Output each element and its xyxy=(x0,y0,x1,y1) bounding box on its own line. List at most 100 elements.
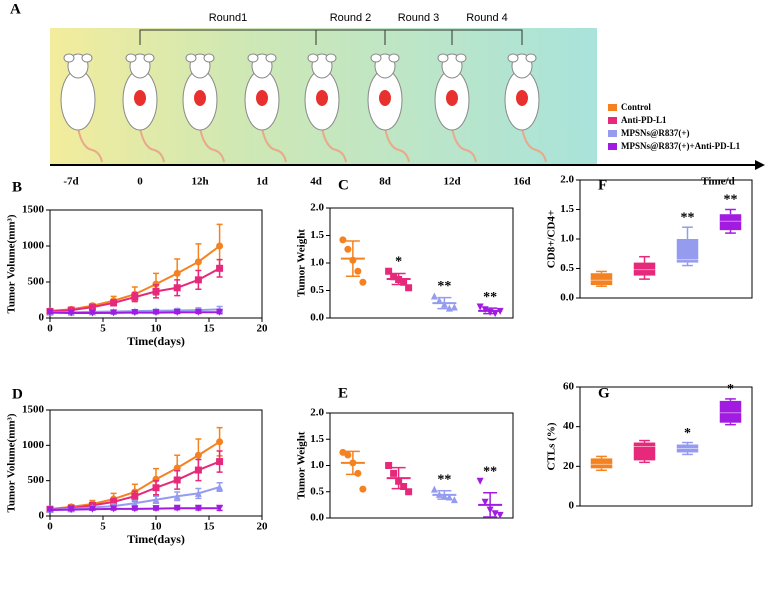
timeline-label: 1d xyxy=(256,176,268,188)
data-point xyxy=(88,505,96,513)
y-axis-label: CTLs (%) xyxy=(546,422,558,470)
legend-label: Anti-PD-L1 xyxy=(621,115,667,125)
y-tick-label: 0.0 xyxy=(310,312,324,324)
data-point xyxy=(173,504,181,512)
y-tick-label: 500 xyxy=(28,474,45,486)
panel-label: C xyxy=(338,177,349,193)
y-axis-label: Tumor Weight xyxy=(296,431,308,499)
x-tick-label: 5 xyxy=(100,521,106,533)
data-point xyxy=(194,308,202,316)
mouse-tail xyxy=(199,127,225,163)
y-tick-label: 0 xyxy=(569,500,575,512)
data-point xyxy=(131,492,139,500)
x-tick-label: 0 xyxy=(47,323,53,335)
data-point xyxy=(110,309,118,317)
y-tick-label: 40 xyxy=(563,420,575,432)
y-tick-label: 0.5 xyxy=(310,485,324,497)
y-tick-label: 0 xyxy=(39,312,45,324)
panel-label: F xyxy=(598,177,607,193)
y-tick-label: 1.0 xyxy=(560,233,574,245)
mouse-ear xyxy=(307,53,319,63)
mouse-ear xyxy=(143,53,155,63)
data-point xyxy=(450,303,458,311)
y-axis-label: Tumor Volume(mm³) xyxy=(6,413,18,512)
y-tick-label: 0.0 xyxy=(310,512,324,524)
x-tick-label: 0 xyxy=(47,521,53,533)
y-tick-label: 1000 xyxy=(22,439,45,451)
data-point xyxy=(152,287,160,295)
data-point xyxy=(46,506,54,514)
data-point xyxy=(67,309,75,317)
tumor xyxy=(446,90,458,106)
timeline-label: 0 xyxy=(137,176,143,188)
legend-label: MPSNs@R837(+) xyxy=(621,128,690,138)
y-tick-label: 0 xyxy=(39,510,45,522)
data-point xyxy=(450,496,458,504)
round-label: Round1 xyxy=(209,12,248,24)
tumor xyxy=(134,90,146,106)
sd-bar xyxy=(345,240,360,277)
data-point xyxy=(354,469,362,477)
y-tick-label: 0.5 xyxy=(560,262,574,274)
data-point xyxy=(194,451,202,459)
x-tick-label: 15 xyxy=(204,521,216,533)
data-point xyxy=(194,489,202,497)
y-tick-label: 2.0 xyxy=(310,202,324,214)
x-tick-label: 10 xyxy=(151,323,163,335)
data-point xyxy=(216,504,224,512)
data-point xyxy=(88,309,96,317)
data-point xyxy=(385,462,393,469)
mouse-tail xyxy=(521,127,547,163)
timeline-label: -7d xyxy=(63,176,78,188)
box xyxy=(676,239,699,263)
y-axis-label: Tumor Weight xyxy=(296,229,308,297)
data-point xyxy=(385,267,393,275)
y-tick-label: 2.0 xyxy=(310,407,324,419)
data-point xyxy=(110,299,118,307)
data-point xyxy=(131,293,139,301)
sd-bar xyxy=(483,492,498,518)
y-tick-label: 1.5 xyxy=(310,229,324,241)
mouse-ear xyxy=(185,53,197,63)
y-tick-label: 1.0 xyxy=(310,459,324,471)
box xyxy=(590,458,613,469)
data-point xyxy=(430,485,438,493)
sd-bar xyxy=(483,307,498,315)
mouse-tail xyxy=(321,127,347,163)
box xyxy=(633,262,656,276)
y-tick-label: 500 xyxy=(28,276,45,288)
data-point xyxy=(194,466,202,474)
plot-frame xyxy=(579,386,753,507)
data-point xyxy=(359,485,367,493)
y-tick-label: 1500 xyxy=(22,404,45,416)
legend-swatch xyxy=(608,104,617,111)
mouse-tail xyxy=(451,127,477,163)
tumor xyxy=(379,90,391,106)
data-point xyxy=(400,278,408,286)
sd-bar xyxy=(345,450,360,476)
data-point xyxy=(390,273,398,281)
data-point xyxy=(476,303,484,311)
data-point xyxy=(173,492,181,500)
mouse-body xyxy=(60,69,96,131)
mouse-ear xyxy=(325,53,337,63)
y-tick-label: 2.0 xyxy=(560,174,574,186)
y-axis-label: CD8+/CD4+ xyxy=(546,210,558,268)
legend-label: Control xyxy=(621,102,651,112)
data-point xyxy=(344,245,352,253)
data-point xyxy=(131,499,139,507)
data-point xyxy=(152,505,160,513)
box xyxy=(719,400,742,423)
significance-mark: * xyxy=(684,426,691,441)
x-axis-label: Time(days) xyxy=(127,334,185,348)
sd-bar xyxy=(437,489,452,500)
data-point xyxy=(131,309,139,317)
data-point xyxy=(131,505,139,513)
panel-label: D xyxy=(12,386,23,402)
y-tick-label: 1.0 xyxy=(310,257,324,269)
panel-label: A xyxy=(10,1,21,17)
mouse-ear xyxy=(203,53,215,63)
mouse-ear xyxy=(125,53,137,63)
legend-swatch xyxy=(608,130,617,137)
x-tick-label: 10 xyxy=(151,521,163,533)
